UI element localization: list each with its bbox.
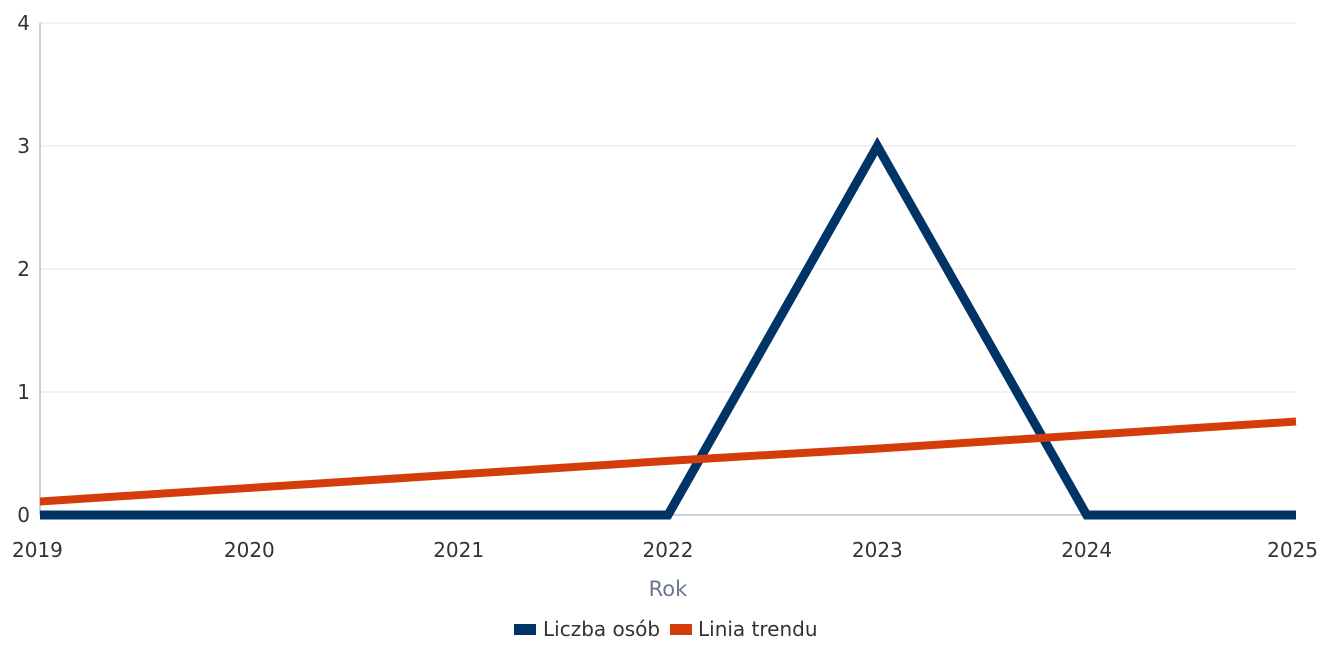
x-tick-label: 2023 <box>852 538 903 562</box>
series-line-linia-trendu <box>39 417 1297 506</box>
y-tick-label: 1 <box>17 380 30 404</box>
y-tick-label: 0 <box>17 503 30 527</box>
x-tick-label: 2019 <box>12 538 63 562</box>
legend: Liczba osób Linia trendu <box>514 617 818 641</box>
y-tick-label: 2 <box>17 257 30 281</box>
x-axis-title: Rok <box>649 577 688 601</box>
y-tick-label: 3 <box>17 134 30 158</box>
x-tick-label: 2024 <box>1061 538 1112 562</box>
x-tick-label: 2025 <box>1267 538 1318 562</box>
legend-label: Linia trendu <box>698 617 818 641</box>
x-tick-label: 2022 <box>643 538 694 562</box>
gridlines <box>40 22 1296 393</box>
x-tick-label: 2021 <box>433 538 484 562</box>
legend-swatch <box>514 624 536 635</box>
x-tick-label: 2020 <box>224 538 275 562</box>
legend-label: Liczba osób <box>543 617 660 641</box>
y-tick-label: 4 <box>17 11 30 35</box>
tick-labels: 0 1 2 3 4 2019 2020 2021 2022 2023 2024 2025 <box>12 11 1318 562</box>
legend-swatch <box>670 624 692 635</box>
series-line-liczba-osob <box>40 136 1296 520</box>
series-lines <box>39 136 1297 520</box>
